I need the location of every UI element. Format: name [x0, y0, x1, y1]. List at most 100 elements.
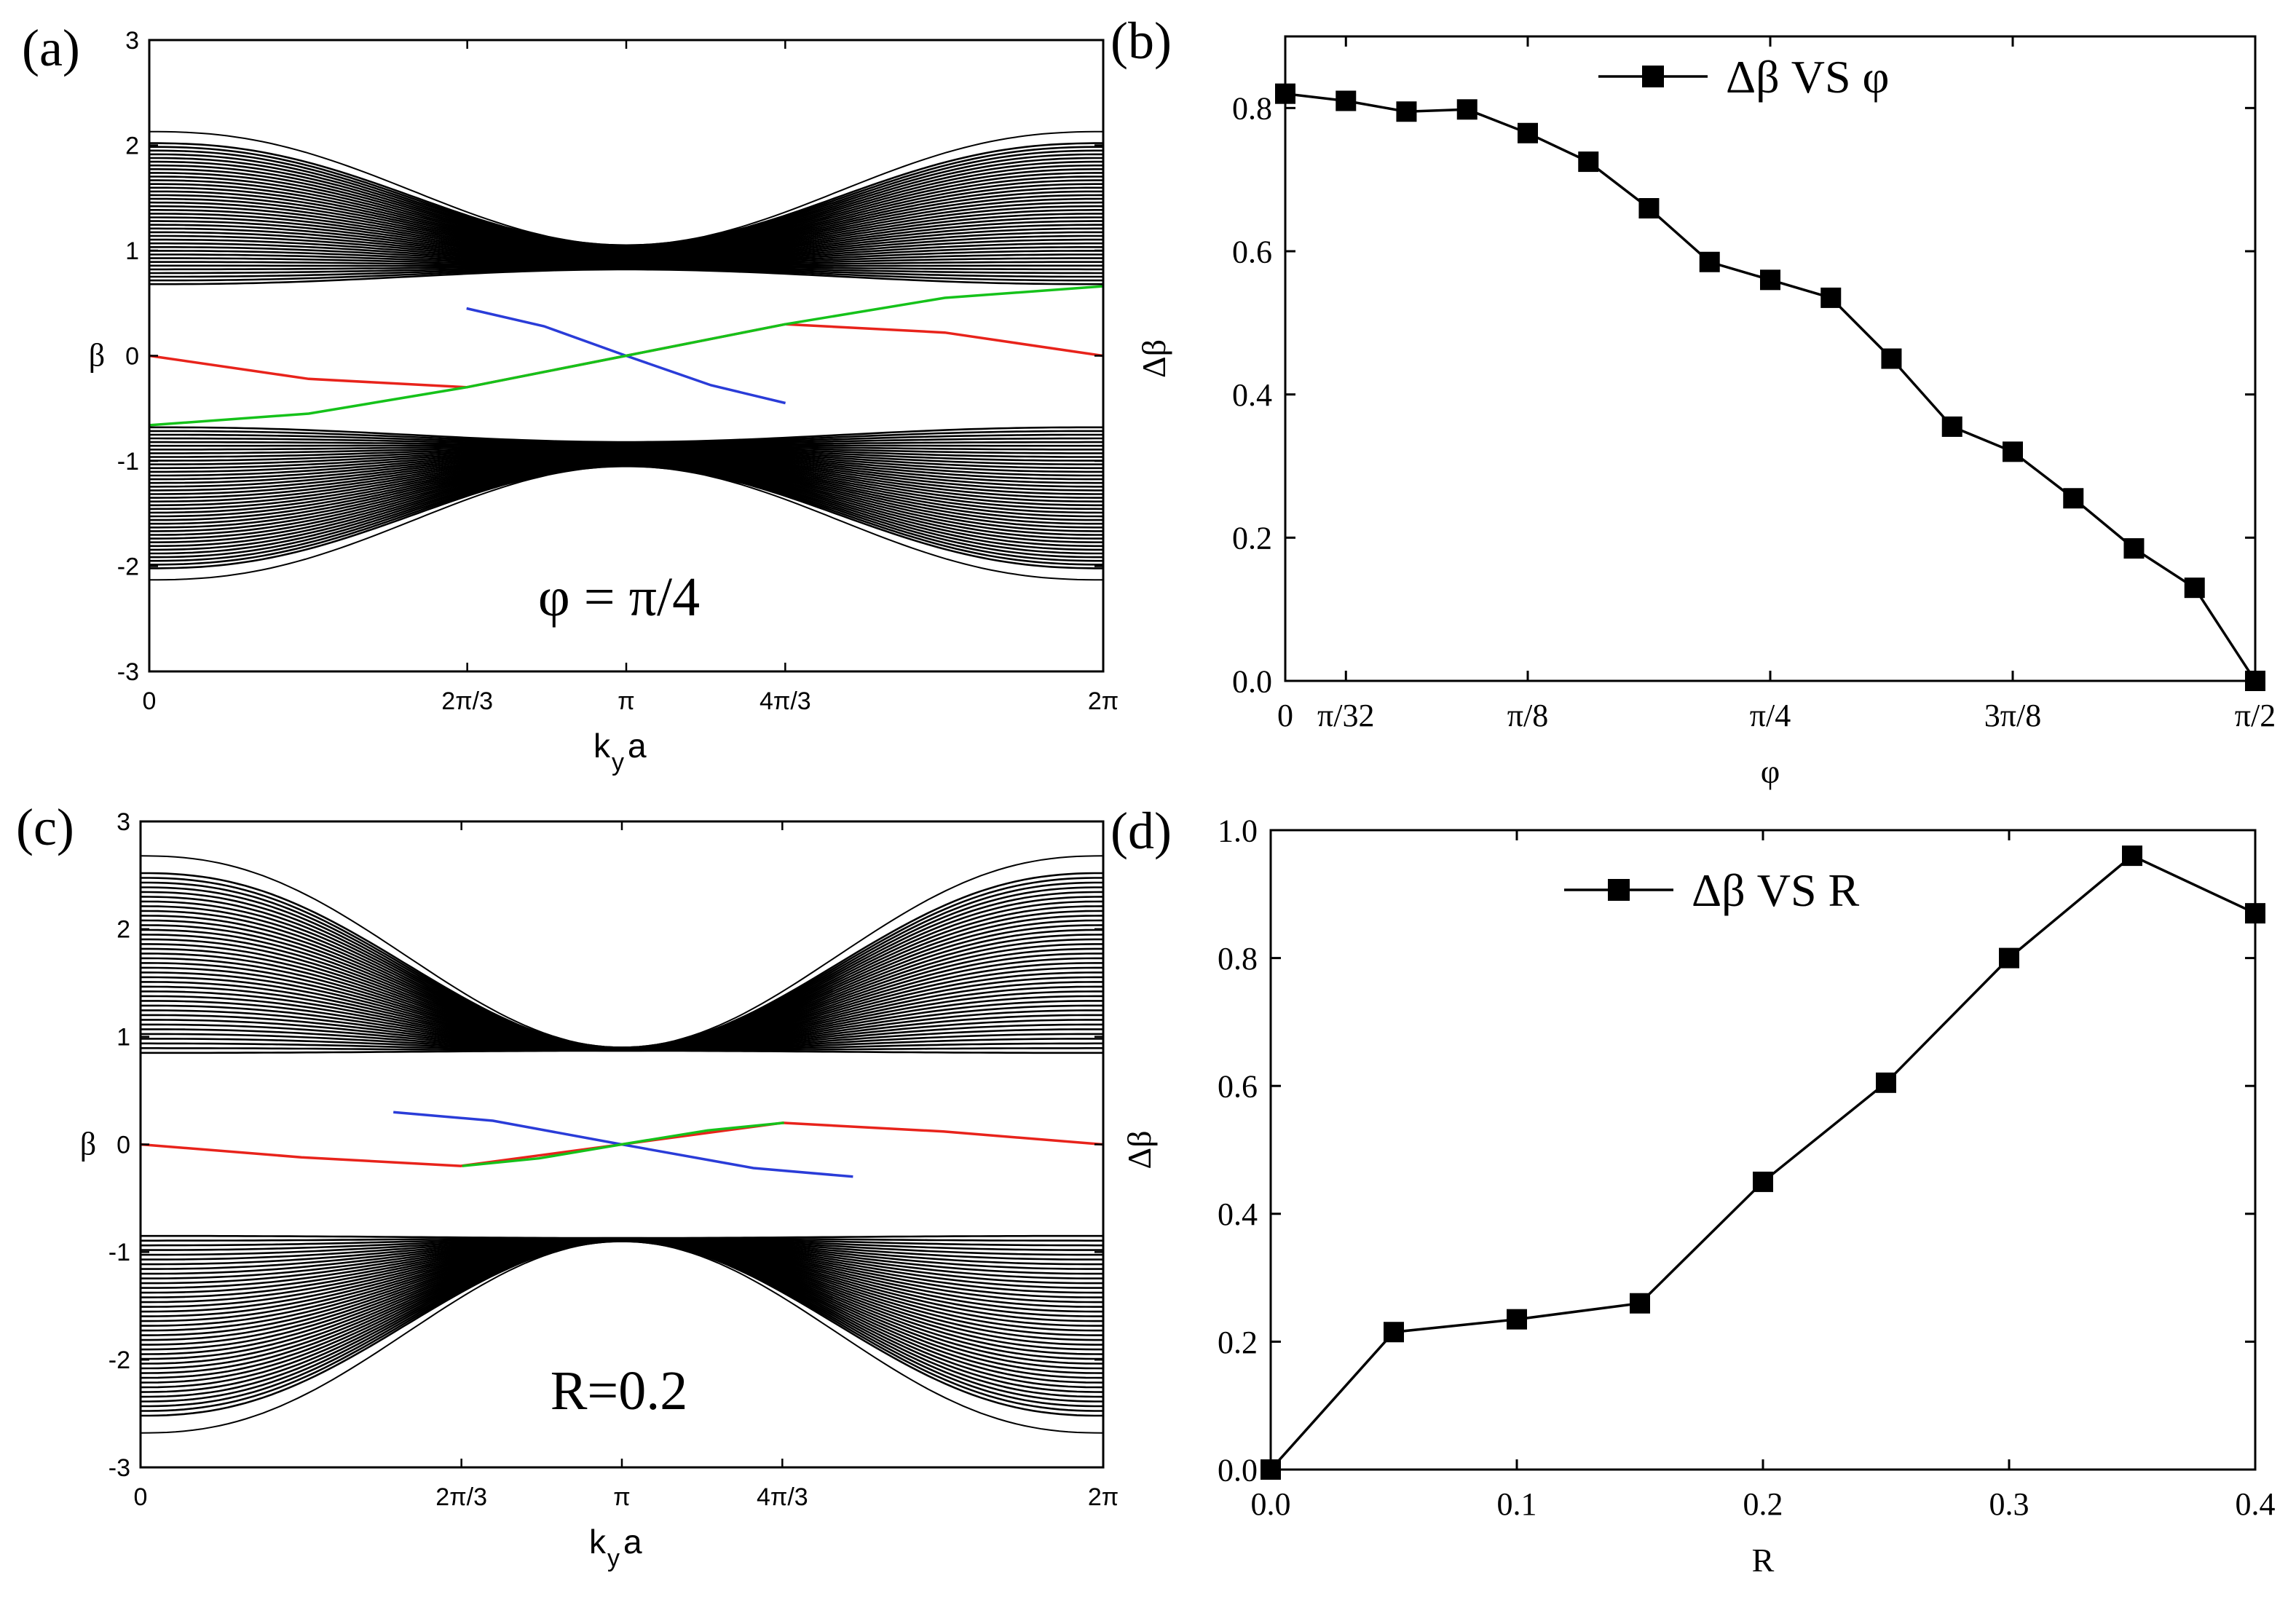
- data-point: [2003, 441, 2023, 462]
- y-tick-label: 2: [125, 132, 139, 159]
- x-tick-label: 2π: [1088, 1483, 1119, 1511]
- data-point: [1336, 90, 1357, 111]
- y-tick-label: 0.6: [1232, 234, 1272, 269]
- legend-label: Δβ VS φ: [1726, 51, 1889, 103]
- y-tick-label: 0.2: [1218, 1325, 1258, 1360]
- x-tick-label: 4π/3: [760, 687, 811, 715]
- panel-label: (c): [16, 798, 74, 856]
- data-point: [1753, 1171, 1773, 1192]
- x-axis-label-subscript: y: [612, 749, 624, 776]
- data-point: [1638, 198, 1660, 218]
- panel-label: (a): [22, 19, 80, 77]
- x-tick-label: 0.1: [1497, 1486, 1537, 1522]
- data-point: [1578, 151, 1599, 173]
- panel-annotation: R=0.2: [551, 1360, 688, 1421]
- panel-label: (d): [1110, 802, 1172, 860]
- data-point: [1820, 287, 1842, 308]
- x-tick-label: π/8: [1507, 698, 1548, 733]
- y-tick-label: 1: [125, 237, 139, 265]
- y-tick-label: -1: [109, 1239, 130, 1266]
- x-tick-label: 0: [134, 1483, 148, 1511]
- y-tick-label: 1.0: [1218, 813, 1258, 848]
- edge-state-green: [462, 1121, 784, 1167]
- y-axis-label: Δβ: [1121, 1131, 1158, 1170]
- x-tick-label: 0: [143, 687, 157, 715]
- data-point: [1876, 1072, 1896, 1093]
- x-tick-label: 0.4: [2236, 1486, 2276, 1522]
- y-tick-label: 0: [125, 342, 139, 370]
- panel-d-delta-beta-vs-r: 0.0 0.1 0.2 0.3 0.4 0.0 0.2 0.4 0.6 0.8 1.0 Δβ R Δβ V…: [1110, 802, 2276, 1579]
- band-envelope: [149, 130, 1103, 246]
- x-axis-label-tail: a: [623, 1523, 642, 1561]
- band-envelope: [140, 855, 1104, 1049]
- data-point: [1941, 416, 1962, 437]
- x-tick-label: π: [618, 687, 634, 715]
- y-tick-label: -2: [117, 553, 139, 580]
- data-point: [1518, 122, 1538, 143]
- x-axis-label-subscript: y: [607, 1545, 620, 1572]
- band-envelope: [140, 1240, 1104, 1434]
- data-point: [1999, 947, 2019, 969]
- data-point: [2184, 577, 2205, 599]
- y-tick-label: 0.2: [1232, 521, 1272, 556]
- y-tick-label: 3: [125, 27, 139, 55]
- data-point: [1507, 1309, 1527, 1330]
- y-tick-label: 0.8: [1232, 91, 1272, 127]
- data-point: [2123, 538, 2145, 559]
- x-tick-label: 0.3: [1989, 1486, 2029, 1522]
- data-point: [1699, 251, 1720, 272]
- legend-marker: [1642, 66, 1664, 87]
- legend-marker: [1608, 879, 1630, 901]
- y-tick-label: -3: [117, 658, 139, 686]
- y-tick-label: 0.6: [1218, 1069, 1258, 1105]
- data-point: [1881, 348, 1902, 369]
- x-tick-label: π/2: [2235, 698, 2276, 733]
- y-tick-label: -2: [109, 1346, 130, 1374]
- x-tick-label: 3π/8: [1984, 698, 2041, 733]
- x-tick-label: 2π/3: [441, 687, 493, 715]
- x-tick-label: π/32: [1317, 698, 1374, 733]
- y-tick-label: 0.0: [1232, 663, 1272, 699]
- x-tick-label: 4π/3: [757, 1483, 808, 1511]
- x-axis-label: R: [1752, 1542, 1775, 1579]
- y-axis-label: Δβ: [1135, 339, 1172, 378]
- data-point: [1760, 269, 1780, 291]
- band-envelope: [149, 465, 1103, 581]
- panel-annotation: φ = π/4: [538, 567, 700, 628]
- x-axis-label: φ: [1761, 753, 1780, 790]
- panel-label: (b): [1110, 12, 1172, 70]
- x-tick-label: 0: [1277, 698, 1293, 733]
- x-tick-label: π: [613, 1483, 630, 1511]
- panel-a-band-structure-phi: 0 2π/3 π 4π/3 2π 3 2 1 0 -1 -2 -3 β k y a φ = π/4 (a): [22, 19, 1119, 776]
- x-tick-label: 0.0: [1251, 1486, 1291, 1522]
- x-axis-label: k: [593, 727, 611, 765]
- y-tick-label: -3: [109, 1454, 130, 1482]
- data-point: [2122, 845, 2142, 867]
- bulk-bands: [149, 130, 1104, 581]
- panel-b-delta-beta-vs-phi: 0 π/32 π/8 π/4 3π/8 π/2 0.0 0.2 0.4 0.6 0.8 Δβ φ Δβ V…: [1110, 12, 2276, 790]
- bulk-bands: [140, 855, 1104, 1434]
- y-tick-label: 0: [117, 1131, 130, 1159]
- x-axis-label: k: [589, 1523, 607, 1561]
- y-tick-label: -1: [117, 448, 139, 476]
- x-tick-label: π/4: [1750, 698, 1791, 733]
- y-tick-label: 0.0: [1218, 1452, 1258, 1488]
- x-tick-label: 2π: [1088, 687, 1119, 715]
- data-point: [1384, 1322, 1404, 1343]
- y-axis-label: β: [80, 1127, 96, 1162]
- legend-label: Δβ VS R: [1692, 864, 1860, 916]
- y-tick-label: 3: [117, 808, 130, 836]
- data-point: [1456, 99, 1478, 120]
- edge-state-green: [149, 285, 1103, 427]
- y-axis-label: β: [89, 338, 105, 374]
- x-axis-label-tail: a: [628, 727, 647, 765]
- x-tick-label: 2π/3: [435, 1483, 487, 1511]
- y-tick-label: 2: [117, 916, 130, 944]
- panel-c-band-structure-r: 0 2π/3 π 4π/3 2π 3 2 1 0 -1 -2 -3 β k y a R=0.2 (c): [16, 798, 1119, 1572]
- data-point: [2063, 488, 2084, 509]
- data-point: [1396, 101, 1417, 122]
- x-tick-label: 0.2: [1743, 1486, 1783, 1522]
- y-tick-label: 0.4: [1232, 377, 1272, 413]
- data-point: [1630, 1293, 1650, 1314]
